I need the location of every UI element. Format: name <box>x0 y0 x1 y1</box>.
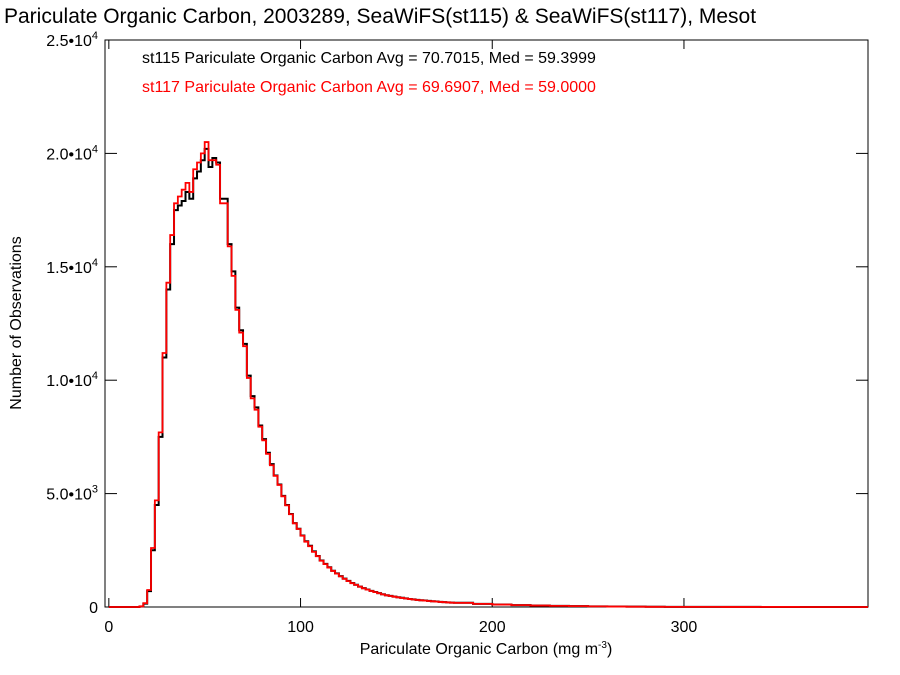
series-layer <box>108 141 868 608</box>
x-tick-label: 300 <box>671 619 698 636</box>
y-tick-label: 2.5•104 <box>46 30 98 50</box>
x-tick-label: 200 <box>479 619 506 636</box>
histogram-series-2 <box>108 141 868 608</box>
y-axis-ticks: 0 5.0•103 1.0•104 1.5•104 2.0•104 2.5•104 <box>46 30 868 617</box>
plot-frame <box>104 39 869 608</box>
y-tick-label: 1.5•104 <box>46 257 98 277</box>
histogram-series-1 <box>108 147 868 608</box>
x-axis-ticks: 0 100 200 300 <box>104 40 697 636</box>
y-axis-label: Number of Observations <box>8 236 25 409</box>
y-tick-label: 5.0•103 <box>46 484 98 504</box>
st117-stats-annotation: st117 Pariculate Organic Carbon Avg = 69… <box>142 79 596 96</box>
x-axis-label: Pariculate Organic Carbon (mg m-3) <box>360 640 613 658</box>
chart-title: Pariculate Organic Carbon, 2003289, SeaW… <box>4 5 756 28</box>
y-tick-label: 1.0•104 <box>46 370 98 390</box>
y-tick-label: 2.0•104 <box>46 143 98 163</box>
x-tick-label: 100 <box>287 619 314 636</box>
y-tick-label: 0 <box>89 600 98 617</box>
x-tick-label: 0 <box>104 619 113 636</box>
st115-stats-annotation: st115 Pariculate Organic Carbon Avg = 70… <box>142 50 596 67</box>
